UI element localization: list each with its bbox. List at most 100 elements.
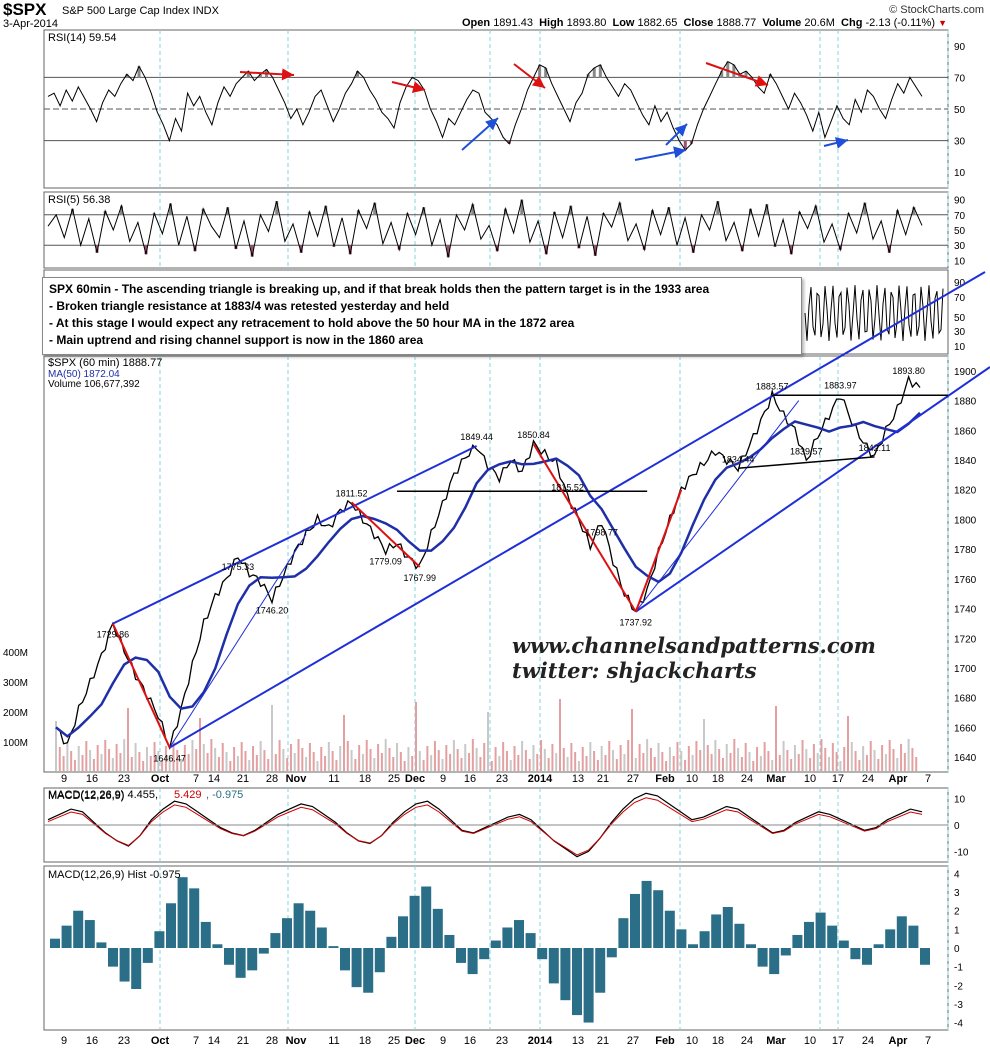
trend-arrow [513,63,546,89]
trend-arrow [461,117,499,151]
y-tick-label: 1740 [954,605,977,616]
price-point-label: 1883.97 [824,381,857,391]
panel-label: MACD(12,26,9) 4.455, [48,789,158,801]
histogram-bar [664,910,675,948]
histogram-bar [142,948,153,963]
trend-arrow [391,81,426,94]
x-tick-label: Feb [655,773,675,785]
histogram-bar [479,948,490,960]
histogram-bar [769,948,780,975]
histogram-bar [235,948,246,978]
histogram-bar [84,920,95,948]
quote-bar: Open 1891.43 High 1893.80 Low 1882.65 Cl… [462,17,947,29]
histogram-bar [177,877,188,948]
x-tick-label: 9 [61,773,67,785]
y-tick-label: -10 [954,847,969,858]
y-tick-label: 1640 [954,753,977,764]
x-tick-label: Dec [405,773,425,785]
x-tick-label: 28 [266,773,278,785]
y-tick-label: 10 [954,256,966,267]
price-point-label: 1775.33 [222,562,255,572]
x-tick-label: 10 [804,773,816,785]
panel-label: 5.429 [174,789,202,801]
histogram-bar [386,936,397,948]
y-tick-label: 0 [954,944,960,955]
histogram-bar [711,914,722,948]
y-tick-label: 1720 [954,634,977,645]
volume-tick-label: 100M [3,738,28,749]
histogram-bar [409,895,420,948]
price-point-label: 1883.57 [756,381,789,391]
x-tick-label: 13 [572,1035,584,1047]
close-label: Close [683,17,714,29]
x-tick-label: 16 [86,773,98,785]
panel-frame [43,355,949,773]
price-point-label: 1767.99 [404,573,437,583]
y-tick-label: -1 [954,963,963,974]
histogram-bar [258,948,269,954]
y-tick-label: 30 [954,327,966,338]
histogram-bar [804,921,814,948]
x-tick-label: 21 [597,773,609,785]
histogram-bar [467,948,478,975]
panel-label: RSI(5) 56.38 [48,194,110,206]
note-line: SPX 60min - The ascending triangle is br… [49,282,710,296]
x-tick-label: Apr [889,1035,909,1047]
trend-arrow [705,62,769,87]
open-value: 1891.43 [493,17,533,29]
y-tick-label: 0 [954,821,960,832]
x-tick-label: 10 [686,1035,698,1047]
x-tick-label: Oct [151,1035,170,1047]
trend-arrow [823,137,849,149]
x-tick-label: 9 [440,1035,446,1047]
histogram-bar [96,942,107,948]
histogram-bar [595,948,606,993]
note-line: - At this stage I would expect any retra… [49,316,575,330]
series-line [47,199,923,258]
x-tick-label: 24 [862,773,874,785]
x-tick-label: 23 [496,1035,508,1047]
series-line [47,60,923,151]
copyright: © StockCharts.com [889,4,984,16]
y-tick-label: 1660 [954,723,977,734]
wedge-line [634,489,683,613]
histogram-bar [572,948,582,1016]
trend-line [635,366,990,613]
histogram-bar [351,948,362,988]
histogram-bar [340,948,350,971]
open-label: Open [462,17,491,29]
x-tick-label: Nov [286,1035,308,1047]
price-point-label: 1746.20 [256,605,289,615]
price-point-label: 1893.80 [892,366,925,376]
panel-label: $SPX (60 min) 1888.77 [48,357,162,369]
histogram-bar [131,948,142,989]
histogram-bar [421,886,432,948]
x-tick-label: 17 [832,773,844,785]
histogram-bar [374,948,385,973]
histogram-bar [653,890,664,948]
rsi-inset-line [804,285,944,342]
histogram-bar [862,948,872,965]
price-point-label: 1646.47 [153,754,186,764]
y-tick-label: 3 [954,888,960,899]
histogram-bar [699,931,710,948]
x-tick-label: 9 [440,773,446,785]
y-tick-label: 10 [954,795,966,806]
histogram-bar [630,893,640,948]
x-tick-label: Apr [889,773,909,785]
y-tick-label: 1 [954,925,960,936]
x-tick-label: 16 [464,773,476,785]
symbol-title: $SPX [3,0,47,19]
volume-tick-label: 300M [3,678,28,689]
histogram-bar [560,948,571,1001]
y-tick-label: 1700 [954,664,977,675]
x-tick-label: 18 [359,1035,371,1047]
histogram-bar [432,908,443,948]
histogram-bar [119,948,130,982]
x-tick-label: 7 [925,1035,931,1047]
trend-arrow [634,146,687,161]
histogram-bar [502,927,513,948]
histogram-bar [815,912,826,948]
watermark: www.channelsandpatterns.com twitter: shj… [512,633,876,683]
histogram-bar [363,948,374,993]
